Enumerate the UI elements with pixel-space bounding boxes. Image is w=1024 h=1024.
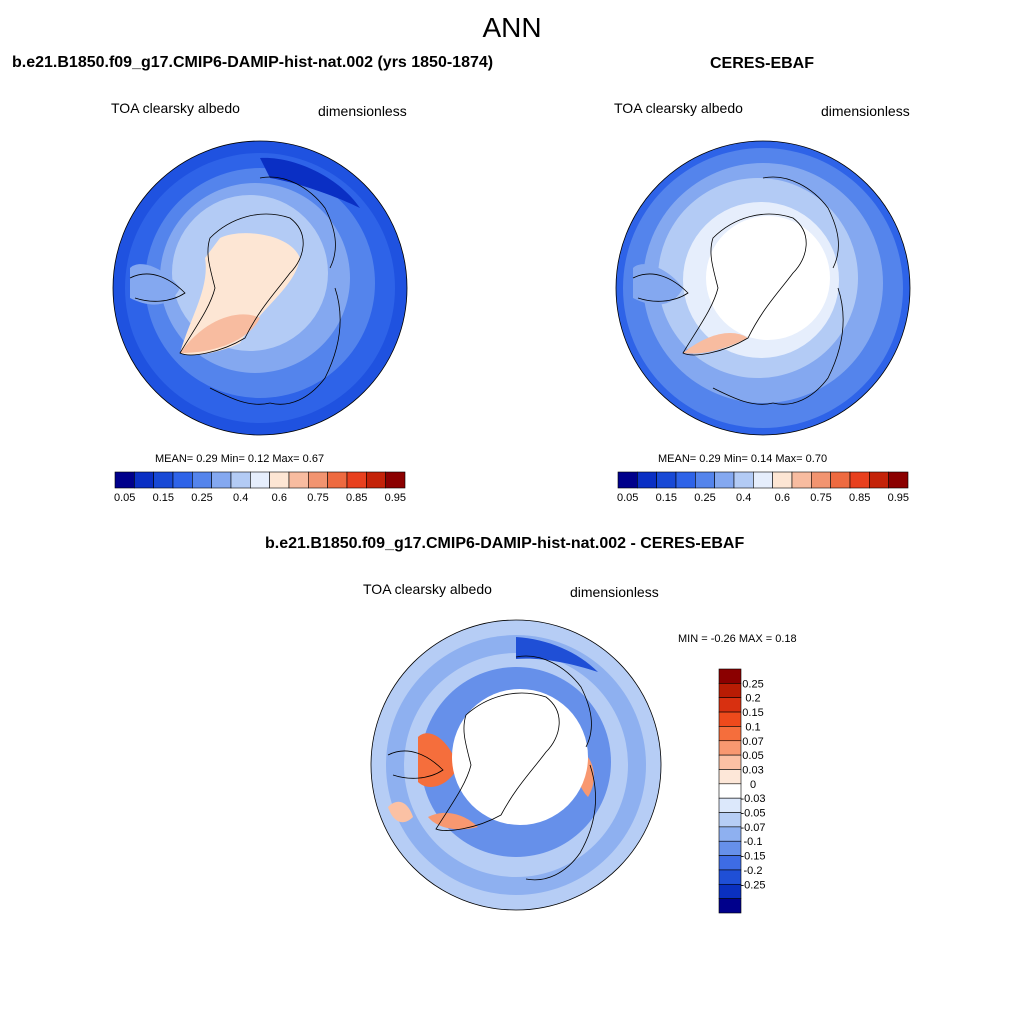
colorbar-tick-label: 0.15: [153, 492, 174, 504]
colorbar-tick-label: 0.25: [694, 492, 715, 504]
panel-model-stats: MEAN= 0.29 Min= 0.12 Max= 0.67: [155, 453, 325, 465]
diff-colorbar: 0.25 0.2 0.15 0.1 0.07 0.05 0.03 0 -0.03 -0.05 -0.…: [718, 668, 766, 914]
colorbar-tick-label: 0.05: [617, 492, 638, 504]
panel-obs-stats: MEAN= 0.29 Min= 0.14 Max= 0.70: [658, 453, 828, 465]
colorbar-tick-label: 0.05: [114, 492, 135, 504]
colorbar-tick-label: 0.05: [742, 750, 763, 762]
colorbar-tick-label: 0.95: [888, 492, 909, 504]
colorbar-tick-label: -0.05: [740, 808, 765, 820]
colorbar-swatch: [718, 740, 742, 756]
colorbar-swatch: [695, 471, 715, 489]
colorbar-swatch: [718, 869, 742, 885]
colorbar-swatch: [718, 797, 742, 813]
colorbar-tick-label: 0.4: [233, 492, 248, 504]
colorbar-tick-label: 0.75: [307, 492, 328, 504]
colorbar-swatch: [308, 471, 328, 489]
panel-diff-variable: TOA clearsky albedo: [363, 581, 492, 597]
figure-title: ANN: [482, 12, 542, 43]
colorbar-tick-label: 0.95: [385, 492, 406, 504]
colorbar-tick-label: 0.15: [742, 707, 763, 719]
colorbar-swatch: [733, 471, 754, 489]
colorbar-swatch: [811, 471, 831, 489]
colorbar-swatch: [849, 471, 870, 489]
obs-colorbar: 0.05 0.15 0.25 0.4 0.6 0.75 0.85 0.95: [617, 471, 909, 504]
colorbar-swatch: [718, 726, 742, 742]
colorbar-swatch: [718, 898, 742, 914]
colorbar-swatch: [366, 471, 386, 489]
colorbar-swatch: [869, 471, 889, 489]
colorbar-swatch: [153, 471, 174, 489]
colorbar-swatch: [250, 471, 270, 489]
colorbar-swatch: [830, 471, 851, 489]
panel-diff-title: b.e21.B1850.f09_g17.CMIP6-DAMIP-hist-nat…: [265, 535, 745, 552]
colorbar-swatch: [718, 668, 742, 684]
obs-polar-map: [615, 140, 911, 436]
colorbar-swatch: [211, 471, 232, 489]
colorbar-swatch: [718, 855, 742, 871]
colorbar-swatch: [134, 471, 154, 489]
model-polar-map: [112, 140, 408, 436]
diff-polar-map: [370, 619, 662, 911]
colorbar-tick-label: -0.1: [744, 836, 763, 848]
colorbar-tick-label: 0.15: [656, 492, 677, 504]
colorbar-tick-label: 0.1: [745, 721, 760, 733]
colorbar-swatch: [230, 471, 251, 489]
colorbar-tick-label: 0.4: [736, 492, 751, 504]
colorbar-swatch: [791, 471, 812, 489]
colorbar-swatch: [718, 826, 742, 842]
colorbar-tick-label: 0.2: [745, 693, 760, 705]
panel-obs-units: dimensionless: [821, 103, 910, 119]
colorbar-tick-label: 0.6: [775, 492, 790, 504]
colorbar-swatch: [718, 769, 742, 785]
colorbar-tick-label: -0.25: [740, 879, 765, 891]
panel-diff-units: dimensionless: [570, 584, 659, 600]
colorbar-swatch: [718, 683, 742, 699]
colorbar-swatch: [385, 471, 406, 489]
colorbar-swatch: [888, 471, 909, 489]
panel-obs-variable: TOA clearsky albedo: [614, 100, 743, 116]
colorbar-swatch: [718, 812, 742, 828]
colorbar-swatch: [718, 783, 742, 799]
colorbar-swatch: [617, 471, 638, 489]
model-colorbar: 0.05 0.15 0.25 0.4 0.6 0.75 0.85 0.95: [114, 471, 406, 504]
colorbar-swatch: [718, 840, 742, 856]
colorbar-tick-label: 0: [750, 779, 756, 791]
colorbar-tick-label: 0.6: [272, 492, 287, 504]
colorbar-swatch: [288, 471, 309, 489]
colorbar-swatch: [675, 471, 696, 489]
panel-obs-title: CERES-EBAF: [710, 55, 815, 72]
colorbar-tick-label: 0.85: [346, 492, 367, 504]
colorbar-swatch: [753, 471, 773, 489]
panel-model-title: b.e21.B1850.f09_g17.CMIP6-DAMIP-hist-nat…: [12, 54, 494, 71]
colorbar-swatch: [718, 754, 742, 770]
colorbar-swatch: [718, 883, 742, 899]
colorbar-swatch: [718, 697, 742, 713]
colorbar-swatch: [172, 471, 193, 489]
colorbar-swatch: [718, 711, 742, 727]
colorbar-swatch: [327, 471, 348, 489]
colorbar-tick-label: -0.2: [744, 865, 763, 877]
colorbar-tick-label: -0.07: [740, 822, 765, 834]
panel-model-units: dimensionless: [318, 103, 407, 119]
colorbar-swatch: [637, 471, 657, 489]
colorbar-tick-label: 0.85: [849, 492, 870, 504]
colorbar-tick-label: -0.03: [740, 793, 765, 805]
colorbar-swatch: [772, 471, 793, 489]
colorbar-swatch: [269, 471, 290, 489]
colorbar-swatch: [192, 471, 212, 489]
colorbar-swatch: [656, 471, 677, 489]
colorbar-tick-label: 0.03: [742, 764, 763, 776]
colorbar-tick-label: -0.15: [740, 851, 765, 863]
panel-model-variable: TOA clearsky albedo: [111, 100, 240, 116]
colorbar-tick-label: 0.25: [742, 678, 763, 690]
colorbar-tick-label: 0.25: [191, 492, 212, 504]
panel-diff-stats: MIN = -0.26 MAX = 0.18: [678, 633, 797, 645]
colorbar-tick-label: 0.07: [742, 736, 763, 748]
colorbar-swatch: [714, 471, 735, 489]
colorbar-swatch: [114, 471, 135, 489]
colorbar-swatch: [346, 471, 367, 489]
colorbar-tick-label: 0.75: [810, 492, 831, 504]
